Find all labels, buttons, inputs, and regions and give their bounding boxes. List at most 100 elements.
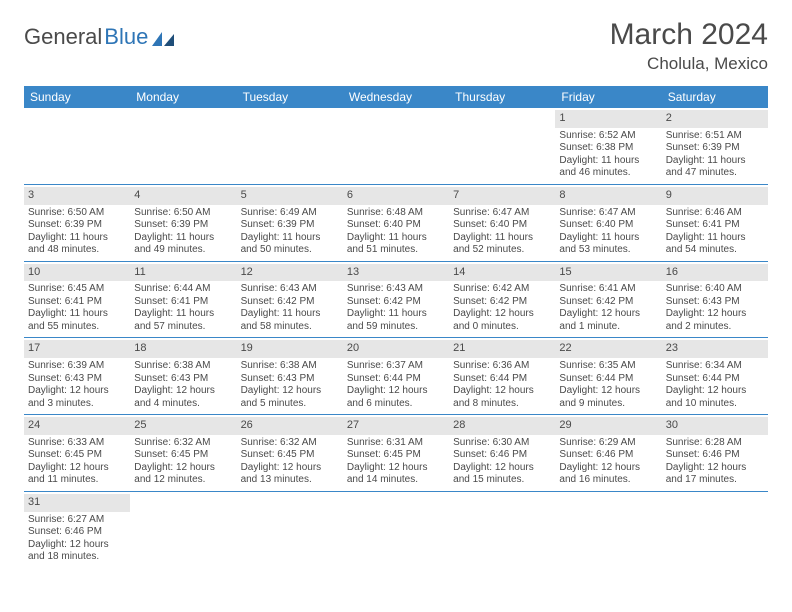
- day-detail-line: Sunrise: 6:45 AM: [28, 283, 126, 296]
- day-detail-line: and 49 minutes.: [134, 244, 232, 257]
- day-detail-line: Sunrise: 6:51 AM: [666, 130, 764, 143]
- day-cell: 13Sunrise: 6:43 AMSunset: 6:42 PMDayligh…: [343, 262, 449, 338]
- day-detail-line: Sunset: 6:39 PM: [134, 219, 232, 232]
- brand-logo: GeneralBlue: [24, 18, 174, 50]
- day-detail-line: and 59 minutes.: [347, 321, 445, 334]
- day-cell: 3Sunrise: 6:50 AMSunset: 6:39 PMDaylight…: [24, 185, 130, 261]
- day-cell: 25Sunrise: 6:32 AMSunset: 6:45 PMDayligh…: [130, 415, 236, 491]
- empty-cell: [449, 492, 555, 568]
- day-detail-line: Sunset: 6:40 PM: [559, 219, 657, 232]
- day-detail-line: Daylight: 11 hours: [241, 308, 339, 321]
- day-number: 9: [662, 187, 768, 205]
- weekday-label: Monday: [130, 86, 236, 108]
- day-number: 2: [662, 110, 768, 128]
- day-cell: 5Sunrise: 6:49 AMSunset: 6:39 PMDaylight…: [237, 185, 343, 261]
- day-number: 17: [24, 340, 130, 358]
- day-cell: 21Sunrise: 6:36 AMSunset: 6:44 PMDayligh…: [449, 338, 555, 414]
- day-detail-line: Sunrise: 6:49 AM: [241, 207, 339, 220]
- day-detail-line: Sunset: 6:42 PM: [559, 296, 657, 309]
- day-cell: 19Sunrise: 6:38 AMSunset: 6:43 PMDayligh…: [237, 338, 343, 414]
- day-number: 4: [130, 187, 236, 205]
- week-row: 3Sunrise: 6:50 AMSunset: 6:39 PMDaylight…: [24, 185, 768, 262]
- day-detail-line: Sunset: 6:39 PM: [666, 142, 764, 155]
- day-detail-line: and 46 minutes.: [559, 167, 657, 180]
- day-detail-line: and 48 minutes.: [28, 244, 126, 257]
- day-detail-line: and 52 minutes.: [453, 244, 551, 257]
- day-detail-line: Sunset: 6:38 PM: [559, 142, 657, 155]
- day-detail-line: Sunrise: 6:32 AM: [134, 437, 232, 450]
- day-detail-line: and 53 minutes.: [559, 244, 657, 257]
- day-number: 11: [130, 264, 236, 282]
- day-detail-line: Sunset: 6:44 PM: [666, 373, 764, 386]
- day-detail-line: Daylight: 11 hours: [347, 232, 445, 245]
- day-detail-line: Sunset: 6:42 PM: [241, 296, 339, 309]
- day-detail-line: Sunrise: 6:38 AM: [241, 360, 339, 373]
- day-detail-line: Daylight: 12 hours: [28, 385, 126, 398]
- day-detail-line: Sunrise: 6:44 AM: [134, 283, 232, 296]
- day-detail-line: Sunset: 6:39 PM: [241, 219, 339, 232]
- day-number: 7: [449, 187, 555, 205]
- weekday-label: Friday: [555, 86, 661, 108]
- day-number: 28: [449, 417, 555, 435]
- day-detail-line: Sunrise: 6:47 AM: [559, 207, 657, 220]
- location-label: Cholula, Mexico: [610, 54, 768, 74]
- day-cell: 20Sunrise: 6:37 AMSunset: 6:44 PMDayligh…: [343, 338, 449, 414]
- day-cell: 9Sunrise: 6:46 AMSunset: 6:41 PMDaylight…: [662, 185, 768, 261]
- day-detail-line: Sunrise: 6:50 AM: [28, 207, 126, 220]
- empty-cell: [555, 492, 661, 568]
- day-detail-line: Sunrise: 6:28 AM: [666, 437, 764, 450]
- weekday-label: Thursday: [449, 86, 555, 108]
- day-detail-line: Daylight: 12 hours: [134, 385, 232, 398]
- day-detail-line: Sunset: 6:40 PM: [347, 219, 445, 232]
- day-number: 18: [130, 340, 236, 358]
- day-number: 10: [24, 264, 130, 282]
- day-detail-line: and 10 minutes.: [666, 398, 764, 411]
- day-detail-line: Daylight: 12 hours: [347, 385, 445, 398]
- day-cell: 6Sunrise: 6:48 AMSunset: 6:40 PMDaylight…: [343, 185, 449, 261]
- day-detail-line: and 6 minutes.: [347, 398, 445, 411]
- day-detail-line: Daylight: 12 hours: [134, 462, 232, 475]
- header: GeneralBlue March 2024 Cholula, Mexico: [24, 18, 768, 74]
- day-cell: 27Sunrise: 6:31 AMSunset: 6:45 PMDayligh…: [343, 415, 449, 491]
- day-detail-line: and 47 minutes.: [666, 167, 764, 180]
- empty-cell: [237, 108, 343, 184]
- day-detail-line: Sunset: 6:44 PM: [347, 373, 445, 386]
- day-detail-line: Daylight: 12 hours: [453, 462, 551, 475]
- day-detail-line: Sunset: 6:42 PM: [347, 296, 445, 309]
- day-detail-line: Sunrise: 6:43 AM: [347, 283, 445, 296]
- day-detail-line: Daylight: 11 hours: [241, 232, 339, 245]
- day-detail-line: Sunset: 6:46 PM: [666, 449, 764, 462]
- day-cell: 31Sunrise: 6:27 AMSunset: 6:46 PMDayligh…: [24, 492, 130, 568]
- day-detail-line: and 4 minutes.: [134, 398, 232, 411]
- day-detail-line: Sunset: 6:43 PM: [241, 373, 339, 386]
- day-detail-line: Daylight: 12 hours: [666, 308, 764, 321]
- day-number: 30: [662, 417, 768, 435]
- empty-cell: [130, 108, 236, 184]
- day-cell: 18Sunrise: 6:38 AMSunset: 6:43 PMDayligh…: [130, 338, 236, 414]
- day-detail-line: Daylight: 12 hours: [241, 462, 339, 475]
- day-detail-line: Sunset: 6:43 PM: [28, 373, 126, 386]
- day-detail-line: Daylight: 11 hours: [559, 232, 657, 245]
- day-detail-line: and 18 minutes.: [28, 551, 126, 564]
- day-detail-line: Sunset: 6:44 PM: [559, 373, 657, 386]
- day-detail-line: and 55 minutes.: [28, 321, 126, 334]
- day-detail-line: Sunset: 6:45 PM: [134, 449, 232, 462]
- day-number: 29: [555, 417, 661, 435]
- day-detail-line: Sunset: 6:43 PM: [666, 296, 764, 309]
- day-number: 13: [343, 264, 449, 282]
- day-cell: 29Sunrise: 6:29 AMSunset: 6:46 PMDayligh…: [555, 415, 661, 491]
- day-detail-line: Sunset: 6:45 PM: [241, 449, 339, 462]
- day-number: 20: [343, 340, 449, 358]
- week-row: 10Sunrise: 6:45 AMSunset: 6:41 PMDayligh…: [24, 262, 768, 339]
- day-number: 14: [449, 264, 555, 282]
- day-detail-line: Daylight: 11 hours: [666, 155, 764, 168]
- day-detail-line: Daylight: 11 hours: [666, 232, 764, 245]
- day-detail-line: Sunrise: 6:27 AM: [28, 514, 126, 527]
- day-detail-line: Sunrise: 6:30 AM: [453, 437, 551, 450]
- day-detail-line: and 14 minutes.: [347, 474, 445, 487]
- day-detail-line: Sunrise: 6:33 AM: [28, 437, 126, 450]
- day-number: 23: [662, 340, 768, 358]
- day-number: 24: [24, 417, 130, 435]
- day-detail-line: Sunrise: 6:48 AM: [347, 207, 445, 220]
- day-detail-line: Sunset: 6:39 PM: [28, 219, 126, 232]
